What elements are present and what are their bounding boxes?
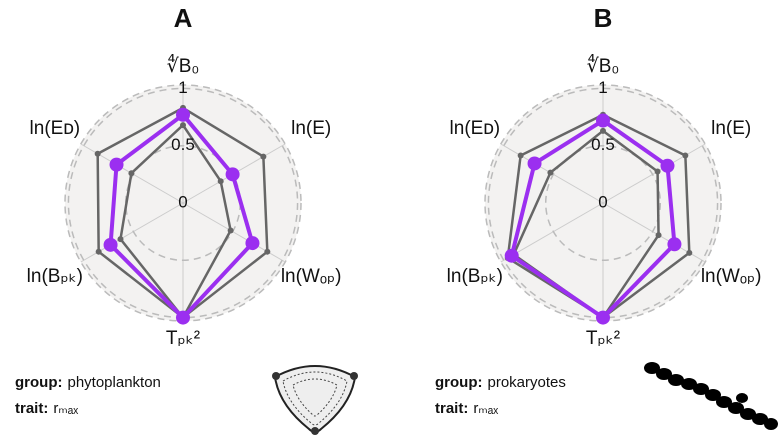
tick-label: 1 [598, 78, 607, 97]
group-label: group: [435, 374, 482, 391]
series-point [110, 158, 124, 172]
axis-label: ln(E) [291, 118, 331, 139]
series-point [104, 238, 118, 252]
series-point [505, 249, 519, 263]
group-text: group: prokaryotes [435, 374, 566, 391]
series-point [518, 152, 524, 158]
axis-label: ln(Eᴅ) [450, 118, 501, 139]
series-point [660, 159, 674, 173]
series-point [596, 114, 610, 128]
series-point [228, 227, 234, 233]
series-point [117, 236, 123, 242]
series-point [264, 249, 270, 255]
axis-label: Tₚₖ² [586, 328, 620, 349]
radar-panel: A ∜B₀ ln(E) ln(Wₒₚ) Tₚₖ² ln(Bₚₖ) ln(Eᴅ) 0 0.5 1 gr… [15, 3, 342, 417]
trait-text: trait: rₘₐₓ [15, 400, 78, 417]
series-point [656, 232, 662, 238]
trait-value: rₘₐₓ [473, 400, 498, 417]
series-point [600, 128, 606, 134]
series-point [128, 170, 134, 176]
series-point [655, 168, 661, 174]
tick-label: 0.5 [171, 135, 195, 154]
series-point [682, 152, 688, 158]
tick-label: 0 [178, 192, 187, 211]
trait-value: rₘₐₓ [53, 400, 78, 417]
axis-label: ln(Bₚₖ) [447, 266, 503, 287]
trait-label: trait: [15, 400, 48, 417]
series-point [667, 237, 681, 251]
axis-label: Tₚₖ² [166, 328, 200, 349]
group-label: group: [15, 374, 62, 391]
series-point [180, 122, 186, 128]
tick-label: 0.5 [591, 135, 615, 154]
series-point [528, 156, 542, 170]
series-point [245, 236, 259, 250]
tick-label: 1 [178, 78, 187, 97]
trait-text: trait: rₘₐₓ [435, 400, 498, 417]
trait-label: trait: [435, 400, 468, 417]
axis-label: ln(Bₚₖ) [27, 266, 83, 287]
tick-label: 0 [598, 192, 607, 211]
group-text: group: phytoplankton [15, 374, 161, 391]
figure: A ∜B₀ ln(E) ln(Wₒₚ) Tₚₖ² ln(Bₚₖ) ln(Eᴅ) 0 0.5 1 gr… [0, 0, 780, 436]
cell-chain-icon [644, 362, 778, 430]
series-point [176, 311, 190, 325]
panel-title: B [594, 3, 613, 33]
axis-label: ∜B₀ [587, 54, 620, 77]
group-value: phytoplankton [67, 374, 160, 391]
axis-label: ln(Eᴅ) [30, 118, 81, 139]
series-point [596, 311, 610, 325]
panel-title: A [174, 3, 193, 33]
diatom-icon [272, 366, 358, 435]
axis-label: ∜B₀ [167, 54, 200, 77]
radar-panel: B ∜B₀ ln(E) ln(Wₒₚ) Tₚₖ² ln(Bₚₖ) ln(Eᴅ) 0 0.5 1 gr… [435, 3, 762, 417]
series-point [218, 178, 224, 184]
axis-label: ln(E) [711, 118, 751, 139]
axis-label: ln(Wₒₚ) [281, 266, 342, 287]
series-point [226, 167, 240, 181]
axis-label: ln(Wₒₚ) [701, 266, 762, 287]
series-point [95, 151, 101, 157]
series-point [260, 154, 266, 160]
group-value: prokaryotes [487, 374, 565, 391]
series-point [96, 249, 102, 255]
series-point [547, 170, 553, 176]
series-point [176, 108, 190, 122]
series-point [686, 250, 692, 256]
